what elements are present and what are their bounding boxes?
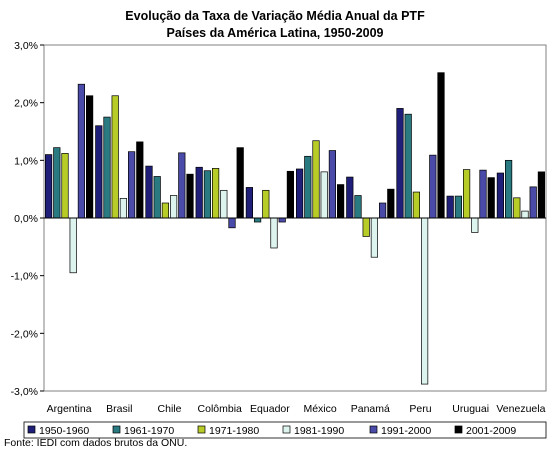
bar: [396, 108, 404, 219]
bar: [170, 195, 178, 219]
bar: [262, 189, 270, 219]
bar: [304, 155, 312, 219]
legend-swatch: [369, 425, 378, 434]
bar: [412, 191, 420, 219]
bar: [95, 125, 103, 219]
bar: [487, 177, 495, 219]
bar: [278, 217, 286, 223]
bar: [77, 83, 86, 219]
bar: [53, 147, 61, 219]
chart-title: Evolução da Taxa de Variação Média Anual…: [125, 9, 425, 23]
legend-swatch: [27, 425, 36, 434]
legend-label: 2001-2009: [466, 425, 516, 437]
bar: [69, 217, 77, 274]
bar: [228, 217, 236, 229]
y-tick-label: 1,0%: [14, 155, 38, 167]
bar: [153, 176, 161, 219]
chart-subtitle: Países da América Latina, 1950-2009: [166, 26, 384, 40]
x-tick-label: Chile: [158, 403, 182, 415]
bar: [178, 152, 186, 219]
x-tick-label: Equador: [250, 403, 290, 415]
x-tick-label: Brasil: [106, 403, 132, 415]
bar: [128, 151, 136, 219]
legend-swatch: [282, 425, 291, 434]
bar: [437, 72, 445, 219]
legend-swatch: [112, 425, 121, 434]
bar: [136, 141, 144, 219]
bar: [270, 217, 278, 249]
bar: [454, 195, 462, 219]
bar: [212, 168, 220, 219]
bar: [145, 165, 153, 219]
y-tick-label: 3,0%: [14, 40, 38, 52]
source-note: Fonte: IEDI com dados brutos da ONU.: [4, 437, 188, 449]
x-tick-label: México: [303, 403, 336, 415]
x-tick-label: Argentina: [47, 403, 92, 415]
bar: [245, 187, 253, 219]
bar: [161, 202, 169, 219]
y-tick-label: 0,0%: [14, 213, 38, 225]
bar: [370, 217, 378, 258]
bar: [471, 217, 479, 233]
y-tick-label: -3,0%: [11, 386, 38, 398]
x-tick-label: Uruguai: [452, 403, 489, 415]
x-tick-label: Colômbia: [198, 403, 243, 415]
legend-label: 1981-1990: [294, 425, 344, 437]
bar: [61, 153, 69, 219]
bar: [446, 195, 454, 219]
x-tick-label: Peru: [409, 403, 431, 415]
bar: [320, 171, 328, 219]
bar: [529, 186, 537, 219]
bar: [328, 150, 336, 219]
legend-label: 1950-1960: [39, 425, 89, 437]
bar: [312, 140, 320, 219]
bar: [119, 198, 128, 219]
bar: [354, 195, 362, 219]
bar: [236, 147, 244, 219]
bar: [44, 154, 53, 219]
y-tick-label: 2,0%: [14, 98, 38, 110]
x-tick-label: Panamá: [351, 403, 390, 415]
bar: [537, 171, 546, 219]
bar: [186, 173, 194, 219]
legend-swatch: [197, 425, 206, 434]
bar: [195, 166, 203, 219]
bar: [85, 95, 94, 219]
y-tick-label: -2,0%: [11, 328, 38, 340]
bar: [404, 113, 412, 219]
bar: [296, 168, 304, 219]
bar: [203, 170, 211, 219]
bar: [286, 170, 294, 219]
bar: [103, 116, 111, 219]
bar: [521, 210, 529, 219]
bar: [337, 184, 345, 219]
bar: [362, 217, 370, 237]
bar: [387, 188, 395, 219]
bar: [421, 217, 429, 385]
y-tick-label: -1,0%: [11, 271, 38, 283]
legend-label: 1961-1970: [124, 425, 174, 437]
bar: [379, 202, 387, 219]
bar: [513, 197, 521, 219]
legend-label: 1971-1980: [209, 425, 259, 437]
bar: [111, 95, 119, 219]
bar: [479, 169, 487, 219]
bar: [254, 217, 262, 223]
bar: [505, 159, 513, 219]
bar: [220, 189, 228, 219]
x-tick-label: Venezuela: [496, 403, 545, 415]
bar: [346, 176, 354, 219]
bar: [429, 154, 437, 219]
legend-swatch: [454, 425, 463, 434]
bar: [463, 169, 471, 219]
bar: [496, 172, 504, 219]
legend-label: 1991-2000: [381, 425, 431, 437]
